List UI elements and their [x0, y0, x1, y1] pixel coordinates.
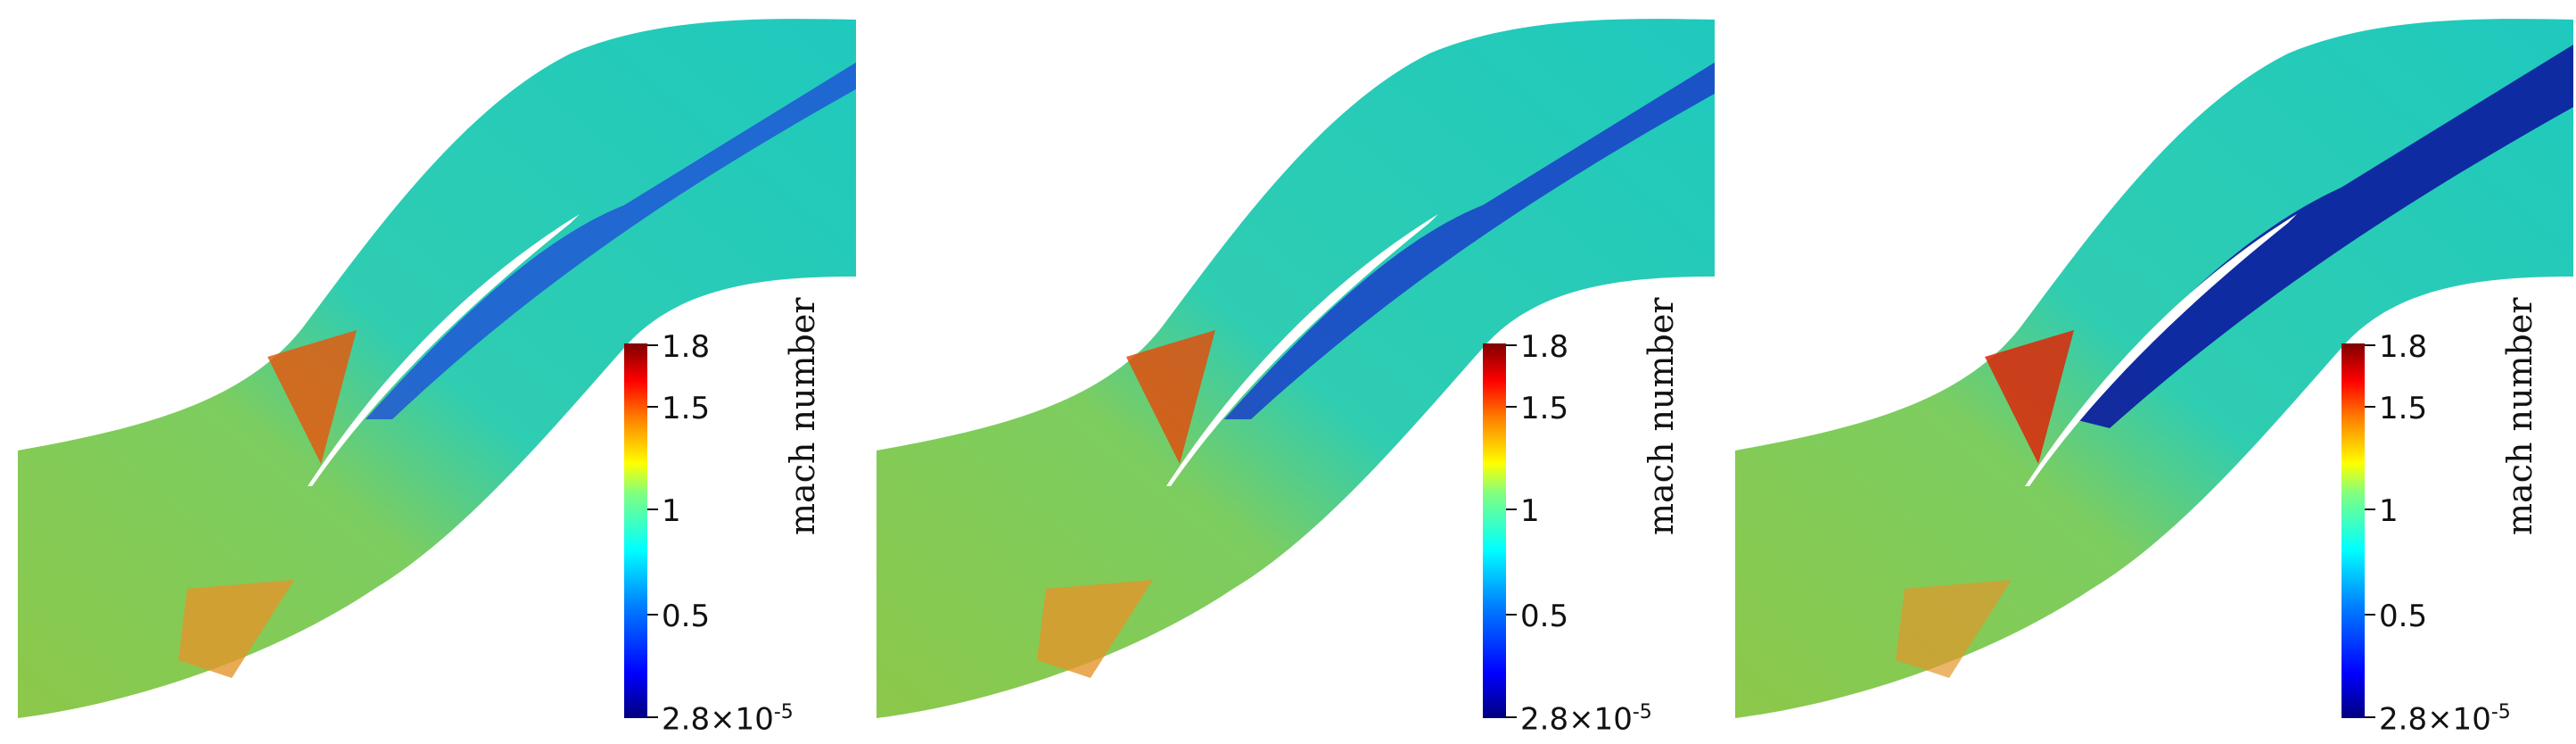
min-label-exp: -5	[1632, 701, 1652, 723]
tick-label-max: 1.8	[662, 329, 711, 365]
leading-shock	[1126, 330, 1215, 464]
upstream-shock	[178, 580, 294, 678]
panel-3: 1.8 1.5 1 0.5 2.8×10-5 mach number	[1717, 0, 2576, 744]
tick-mark	[2365, 614, 2375, 616]
tick-mark	[1506, 406, 1517, 408]
min-label-base: 2.8×10	[1520, 701, 1633, 738]
tick-mark	[2365, 508, 2375, 510]
tick-mark	[647, 508, 658, 510]
tick-mark	[2365, 344, 2375, 346]
tick-mark	[1506, 716, 1517, 718]
tick-label-max: 1.8	[1520, 329, 1569, 365]
colorbar-title: mach number	[783, 297, 822, 535]
tick-mark	[647, 406, 658, 408]
min-label-exp: -5	[773, 701, 794, 723]
tick-label: 0.5	[662, 599, 711, 634]
tick-mark	[1506, 508, 1517, 510]
upstream-shock	[1037, 580, 1153, 678]
tick-label: 1.5	[662, 391, 711, 426]
min-label-base: 2.8×10	[2379, 701, 2491, 738]
tick-label: 0.5	[1520, 599, 1569, 634]
tick-mark	[1506, 614, 1517, 616]
leading-shock	[267, 330, 357, 464]
tick-mark	[647, 344, 658, 346]
colorbar	[2341, 343, 2365, 718]
tick-mark	[647, 614, 658, 616]
colorbar-title: mach number	[1642, 297, 1681, 535]
tick-mark	[1506, 344, 1517, 346]
tick-mark	[2365, 406, 2375, 408]
tick-mark	[647, 716, 658, 718]
panel-1: 1.8 1.5 1 0.5 2.8×10-5 mach number	[0, 0, 859, 744]
tick-label-min: 2.8×10-5	[662, 701, 794, 738]
suction-wake	[366, 62, 856, 419]
colorbar-title: mach number	[2500, 297, 2539, 535]
leading-shock	[1985, 330, 2074, 464]
min-label-base: 2.8×10	[662, 701, 774, 738]
mach-contour-plot-1	[18, 19, 856, 718]
tick-mark	[2365, 716, 2375, 718]
upstream-shock	[1896, 580, 2012, 678]
tick-label-min: 2.8×10-5	[2379, 701, 2511, 738]
tick-label: 0.5	[2379, 599, 2428, 634]
tick-label: 1.5	[1520, 391, 1569, 426]
suction-wake	[2074, 45, 2573, 428]
tick-label: 1	[2379, 493, 2399, 529]
tick-label-max: 1.8	[2379, 329, 2428, 365]
suction-wake	[1224, 62, 1715, 419]
mach-contour-plot-2	[876, 19, 1715, 718]
tick-label-min: 2.8×10-5	[1520, 701, 1652, 738]
tick-label: 1	[1520, 493, 1540, 529]
colorbar	[624, 343, 647, 718]
colorbar	[1483, 343, 1506, 718]
mach-contour-plot-3	[1735, 19, 2573, 718]
tick-label: 1	[662, 493, 681, 529]
min-label-exp: -5	[2490, 701, 2511, 723]
tick-label: 1.5	[2379, 391, 2428, 426]
panel-2: 1.8 1.5 1 0.5 2.8×10-5 mach number	[859, 0, 1717, 744]
